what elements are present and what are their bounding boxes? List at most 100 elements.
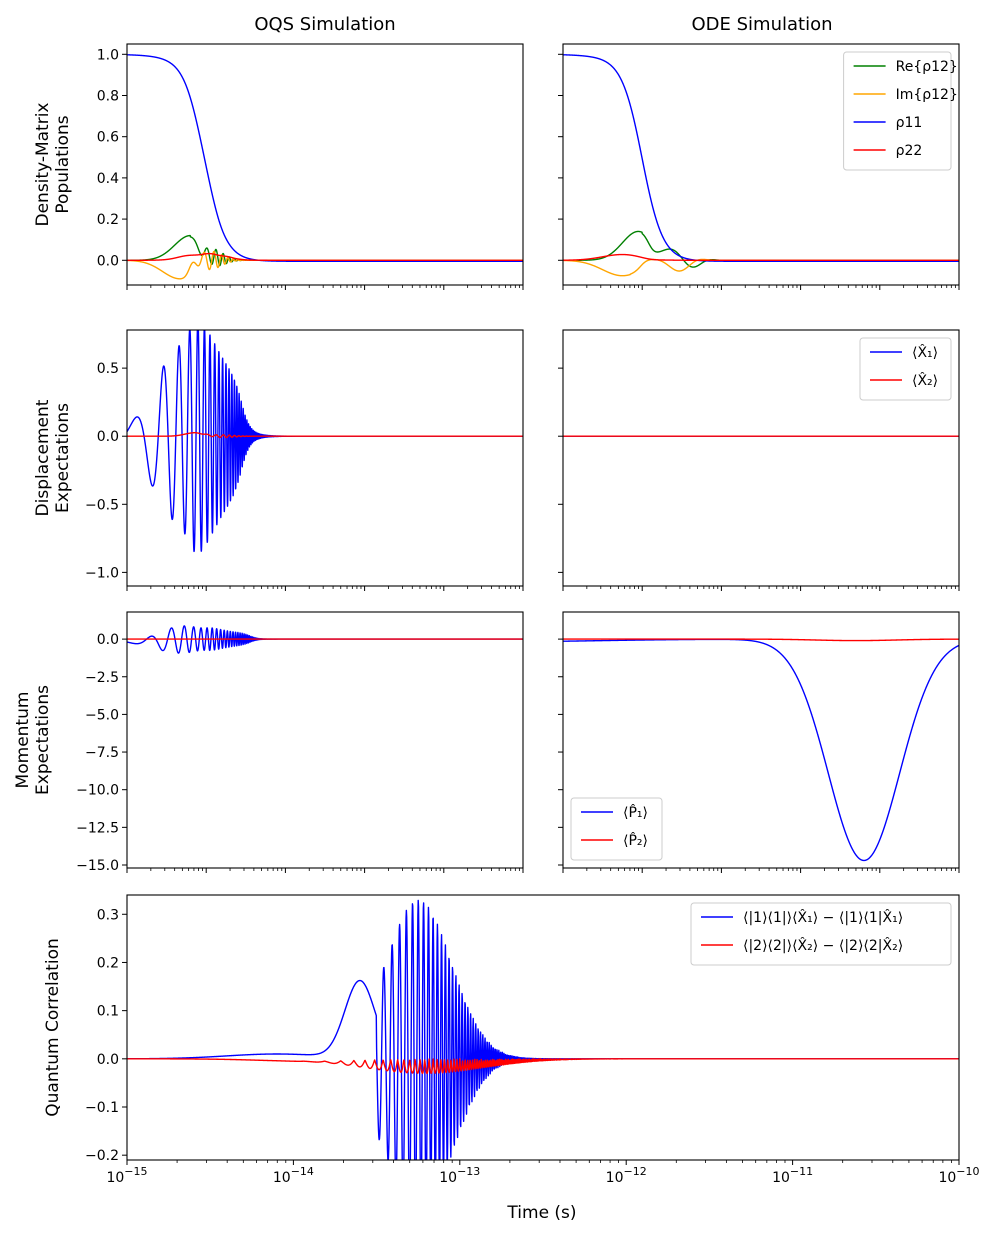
qcorr-ylabel-line-0: Quantum Correlation: [43, 938, 63, 1117]
disp-oqs-ylabel-line-0: Displacement: [33, 399, 53, 516]
pop-ode-x-ticks: [562, 285, 960, 290]
mom-ode-y-ticks: [558, 638, 563, 866]
panel-mom-ode: ⟨P̂₁⟩ ⟨P̂₂⟩: [558, 611, 960, 873]
disp-ode-x-ticks: [562, 586, 960, 591]
disp-ode-legend-label-1: ⟨X̂₂⟩: [912, 372, 938, 389]
pop-ode-legend-label-1: Im{ρ12}: [896, 87, 958, 103]
mom-oqs-x-ticks: [126, 868, 524, 873]
pop-ode-series-3: [563, 253, 959, 261]
mom-oqs-y-tick-label-2: −5.0: [85, 707, 119, 723]
qcorr-legend-label-1: ⟨|2⟩⟨2|⟩⟨X̂₂⟩ − ⟨|2⟩⟨2|X̂₂⟩: [743, 937, 903, 954]
qcorr-y-tick-label-5: −0.2: [85, 1148, 119, 1164]
pop-oqs-y-ticks: 0.0 0.2 0.4 0.6 0.8 1.0: [97, 47, 127, 269]
pop-oqs-y-tick-label-4: 0.8: [97, 88, 119, 104]
qcorr-y-tick-label-0: 0.3: [97, 907, 119, 923]
pop-ode-series-2: [563, 54, 959, 263]
disp-ode-legend: ⟨X̂₁⟩ ⟨X̂₂⟩: [859, 337, 952, 401]
mom-oqs-y-tick-label-0: 0.0: [97, 632, 119, 648]
pop-oqs-ylabel-line-0: Density-Matrix: [33, 103, 53, 227]
disp-oqs-y-ticks: 0.5 0.0 −0.5 −1.0: [85, 361, 127, 581]
pop-ode-legend-label-0: Re{ρ12}: [896, 59, 958, 75]
disp-oqs-ylabel-line-1: Expectations: [53, 403, 73, 513]
x-tick-label-5: 10−10: [938, 1165, 979, 1186]
mom-oqs-y-tick-label-6: −15.0: [76, 858, 119, 874]
pop-oqs-y-tick-label-0: 0.0: [97, 253, 119, 269]
pop-oqs-x-ticks: [126, 285, 524, 290]
mom-oqs-frame: [126, 611, 524, 869]
panel-pop-ode: Re{ρ12} Im{ρ12} ρ11 ρ22: [558, 43, 960, 290]
x-tick-label-3: 10−12: [606, 1165, 647, 1186]
pop-oqs-series-2: [127, 54, 523, 263]
pop-ode-frame: [562, 43, 960, 286]
right-column-title: ODE Simulation: [691, 14, 832, 35]
mom-ode-series-1: [563, 638, 959, 642]
disp-ode-legend-box: [859, 337, 952, 401]
qcorr-curves: [127, 899, 959, 1160]
mom-ode-frame: [562, 611, 960, 869]
pop-ode-legend: Re{ρ12} Im{ρ12} ρ11 ρ22: [843, 51, 958, 171]
mom-oqs-y-tick-label-3: −7.5: [85, 745, 119, 761]
qcorr-y-tick-label-4: −0.1: [85, 1100, 119, 1116]
mom-ode-legend: ⟨P̂₁⟩ ⟨P̂₂⟩: [570, 797, 663, 861]
disp-oqs-x-ticks: [126, 586, 524, 591]
pop-ode-y-ticks: [558, 53, 563, 261]
mom-oqs-y-tick-label-1: −2.5: [85, 670, 119, 686]
qcorr-legend: ⟨|1⟩⟨1|⟩⟨X̂₁⟩ − ⟨|1⟩⟨1|X̂₁⟩ ⟨|2⟩⟨2|⟩⟨X̂₂⟩…: [690, 902, 952, 966]
pop-oqs-y-tick-label-3: 0.6: [97, 130, 119, 146]
x-axis-label: Time (s): [506, 1203, 576, 1223]
x-tick-label-0: 10−15: [106, 1165, 147, 1186]
disp-oqs-y-tick-label-2: −0.5: [85, 497, 119, 513]
mom-ode-series-0: [563, 638, 959, 862]
qcorr-y-ticks: 0.3 0.2 0.1 0.0 −0.1 −0.2: [85, 907, 127, 1164]
qcorr-frame: [126, 894, 960, 1161]
qcorr-x-ticks: 10−15 10−14 10−13 10−12 10−11 10−10: [106, 1160, 980, 1186]
x-tick-label-1: 10−14: [273, 1165, 314, 1186]
disp-oqs-frame: [126, 329, 524, 587]
qcorr-y-tick-label-2: 0.1: [97, 1004, 119, 1020]
disp-oqs-y-tick-label-3: −1.0: [85, 565, 119, 581]
pop-oqs-ylabel-line-1: Populations: [53, 115, 73, 213]
pop-oqs-curves: [127, 54, 523, 280]
pop-ode-curves: [563, 54, 959, 277]
panels: 0.0 0.2 0.4 0.6 0.8 1.0 Density-Matrix Populati…: [13, 43, 980, 1186]
qcorr-legend-box: [690, 902, 952, 966]
mom-ode-x-ticks: [562, 868, 960, 873]
disp-oqs-curves: [127, 330, 523, 553]
qcorr-legend-label-0: ⟨|1⟩⟨1|⟩⟨X̂₁⟩ − ⟨|1⟩⟨1|X̂₁⟩: [743, 909, 903, 926]
qcorr-y-tick-label-1: 0.2: [97, 955, 119, 971]
pop-ode-legend-label-3: ρ22: [896, 143, 923, 159]
pop-oqs-y-tick-label-2: 0.4: [97, 171, 119, 187]
mom-oqs-y-tick-label-4: −10.0: [76, 783, 119, 799]
mom-oqs-y-tick-label-5: −12.5: [76, 820, 119, 836]
pop-oqs-series-3: [127, 252, 523, 261]
panel-disp-oqs: 0.5 0.0 −0.5 −1.0 Displacement Expectations: [33, 329, 524, 591]
qcorr-series-1: [127, 1058, 959, 1075]
disp-ode-legend-label-0: ⟨X̂₁⟩: [912, 344, 938, 361]
mom-ode-legend-label-0: ⟨P̂₁⟩: [623, 804, 648, 821]
pop-ode-legend-box: [843, 51, 952, 171]
x-tick-label-2: 10−13: [439, 1165, 480, 1186]
pop-oqs-y-tick-label-1: 0.2: [97, 212, 119, 228]
left-column-title: OQS Simulation: [254, 14, 395, 35]
mom-oqs-y-ticks: 0.0 −2.5 −5.0 −7.5 −10.0 −12.5 −15.0: [76, 632, 127, 874]
mom-oqs-curves: [127, 625, 523, 654]
pop-oqs-y-tick-label-5: 1.0: [97, 47, 119, 63]
disp-oqs-y-tick-label-1: 0.0: [97, 429, 119, 445]
panel-mom-oqs: 0.0 −2.5 −5.0 −7.5 −10.0 −12.5 −15.0 Momentum Ex…: [13, 611, 524, 874]
disp-ode-frame: [562, 329, 960, 587]
disp-oqs-series-1: [127, 432, 523, 439]
x-tick-label-4: 10−11: [772, 1165, 813, 1186]
mom-ode-curves: [563, 638, 959, 862]
qcorr-y-tick-label-3: 0.0: [97, 1052, 119, 1068]
disp-oqs-y-tick-label-0: 0.5: [97, 361, 119, 377]
pop-ode-legend-label-2: ρ11: [896, 115, 923, 131]
panel-pop-oqs: 0.0 0.2 0.4 0.6 0.8 1.0 Density-Matrix Populati…: [33, 43, 524, 290]
mom-oqs-ylabel-line-0: Momentum: [13, 692, 33, 789]
disp-ode-y-ticks: [558, 367, 563, 573]
mom-oqs-ylabel-line-1: Expectations: [33, 685, 53, 795]
panel-qcorr: 10−15 10−14 10−13 10−12 10−11 10−100.30.20.10…: [43, 894, 980, 1186]
pop-oqs-frame: [126, 43, 524, 286]
panel-disp-ode: ⟨X̂₁⟩ ⟨X̂₂⟩: [558, 329, 960, 591]
